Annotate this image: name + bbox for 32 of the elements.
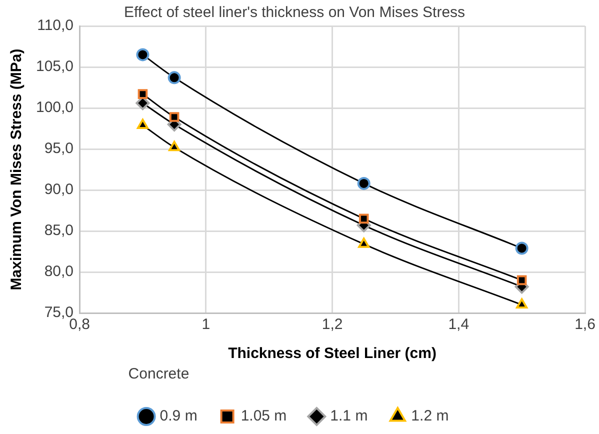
point — [515, 242, 528, 255]
x-tick-label: 1 — [202, 316, 210, 334]
point — [136, 48, 150, 62]
point — [168, 71, 181, 84]
chart-title: Effect of steel liner's thickness on Von Mises Stress — [124, 4, 466, 22]
y-tick-label: 90,0 — [44, 181, 74, 198]
point — [169, 112, 180, 122]
x-tick-label: 1,4 — [448, 316, 470, 334]
legend-label: 1.05 m — [240, 408, 287, 425]
legend-label: 0.9 m — [160, 408, 198, 425]
point — [358, 238, 370, 248]
y-tick-label: 105,0 — [36, 58, 74, 76]
point — [358, 214, 369, 224]
x-tick-label: 0,8 — [69, 316, 90, 334]
x-axis-title: Thickness of Steel Liner (cm) — [228, 345, 436, 362]
x-tick-label: 1,2 — [322, 316, 343, 334]
y-axis-title: Maximum Von Mises Stress (MPa) — [8, 48, 26, 290]
point — [168, 140, 180, 152]
legend-label: 1.2 m — [411, 408, 449, 425]
point — [516, 275, 527, 286]
point — [357, 176, 370, 190]
y-tick-label: 95,0 — [44, 140, 74, 158]
y-tick-label: 85,0 — [44, 222, 74, 240]
point — [136, 118, 148, 129]
y-tick-label: 100,0 — [36, 99, 74, 116]
y-tick-label: 110,0 — [37, 17, 74, 34]
point — [516, 298, 528, 309]
legend-title: Concrete — [128, 366, 190, 383]
legend-label: 1.1 m — [330, 408, 368, 425]
point — [138, 89, 148, 99]
x-tick-label: 1,6 — [574, 316, 596, 334]
y-tick-label: 80,0 — [44, 263, 74, 280]
